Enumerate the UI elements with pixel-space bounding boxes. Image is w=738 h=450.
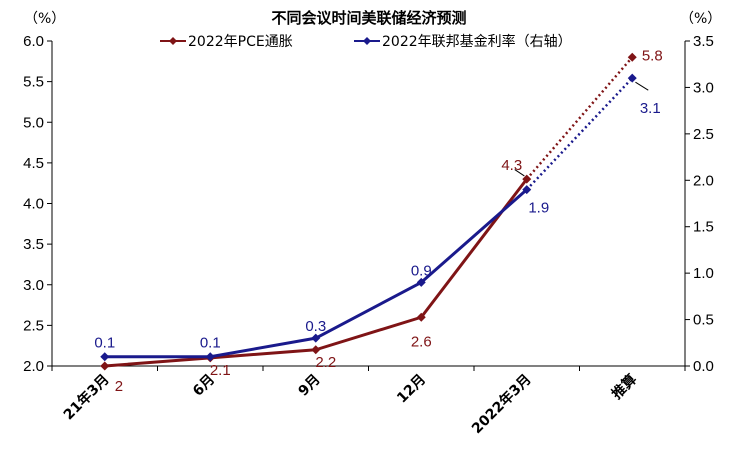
right-tick-label: 0.5 — [693, 312, 714, 329]
data-label: 2.2 — [315, 354, 336, 371]
data-point — [311, 345, 321, 355]
left-tick-label: 2.0 — [23, 358, 44, 375]
left-axis-unit: （%） — [24, 11, 65, 27]
label-leader-line — [514, 169, 525, 177]
left-tick-label: 4.5 — [23, 155, 44, 172]
plot-area: 2 2.1 2.2 2.6 4.3 5.8 0.1 0.1 0.3 0.9 1.9 3.1 — [94, 47, 662, 395]
chart-title: 不同会议时间美联储经济预测 — [271, 9, 466, 27]
data-point — [627, 52, 637, 62]
right-tick-label: 2.5 — [693, 126, 714, 143]
right-tick-label: 1.5 — [693, 219, 714, 236]
right-tick-label: 3.5 — [693, 33, 714, 50]
data-point — [522, 174, 532, 184]
data-label: 0.9 — [411, 262, 432, 279]
data-label: 2.1 — [210, 362, 231, 379]
data-label: 2.6 — [411, 333, 432, 350]
right-axis-unit: （%） — [680, 11, 721, 27]
left-tick-label: 2.5 — [23, 317, 44, 334]
data-label: 2 — [115, 378, 123, 395]
legend-marker — [363, 37, 371, 45]
data-point — [100, 361, 110, 371]
series-projection-2 — [525, 77, 634, 191]
legend-label: 2022年联邦基金利率（右轴） — [382, 33, 572, 50]
series-projection-1 — [525, 56, 634, 180]
left-tick-label: 5.5 — [23, 74, 44, 91]
data-label: 3.1 — [640, 100, 661, 117]
data-point — [627, 73, 637, 83]
left-tick-label: 4.0 — [23, 196, 44, 213]
data-label: 5.8 — [642, 47, 663, 64]
left-tick-label: 3.5 — [23, 236, 44, 253]
data-label: 0.1 — [94, 335, 115, 352]
data-point — [416, 277, 426, 287]
left-tick-label: 6.0 — [23, 33, 44, 50]
data-label: 0.1 — [200, 335, 221, 352]
x-tick-label: 推算 — [608, 371, 640, 403]
data-point — [205, 352, 215, 362]
x-tick-label: 2022年3月 — [468, 371, 534, 437]
data-label: 0.3 — [305, 318, 326, 335]
legend-marker — [169, 37, 177, 45]
right-tick-label: 3.0 — [693, 79, 714, 96]
right-tick-label: 0.0 — [693, 358, 714, 375]
x-tick-label: 9月 — [295, 372, 323, 400]
left-tick-label: 5.0 — [23, 114, 44, 131]
data-point — [416, 312, 426, 322]
x-tick-label: 12月 — [394, 372, 429, 407]
label-leader-line — [635, 81, 649, 91]
data-label: 4.3 — [501, 157, 522, 174]
left-tick-label: 3.0 — [23, 277, 44, 294]
right-tick-label: 2.0 — [693, 172, 714, 189]
axes: 2.0 2.5 3.0 3.5 4.0 4.5 5.0 5.5 6.0 0.0 0.5 1.0 1.5 2… — [23, 33, 714, 437]
data-label: 1.9 — [528, 200, 549, 217]
legend: 2022年PCE通胀 2022年联邦基金利率（右轴） — [160, 33, 572, 50]
data-point — [522, 185, 532, 195]
legend-label: 2022年PCE通胀 — [188, 34, 293, 50]
right-tick-label: 1.0 — [693, 265, 714, 282]
x-tick-label: 21年3月 — [60, 371, 112, 423]
data-point — [311, 333, 321, 343]
data-point — [100, 352, 110, 362]
